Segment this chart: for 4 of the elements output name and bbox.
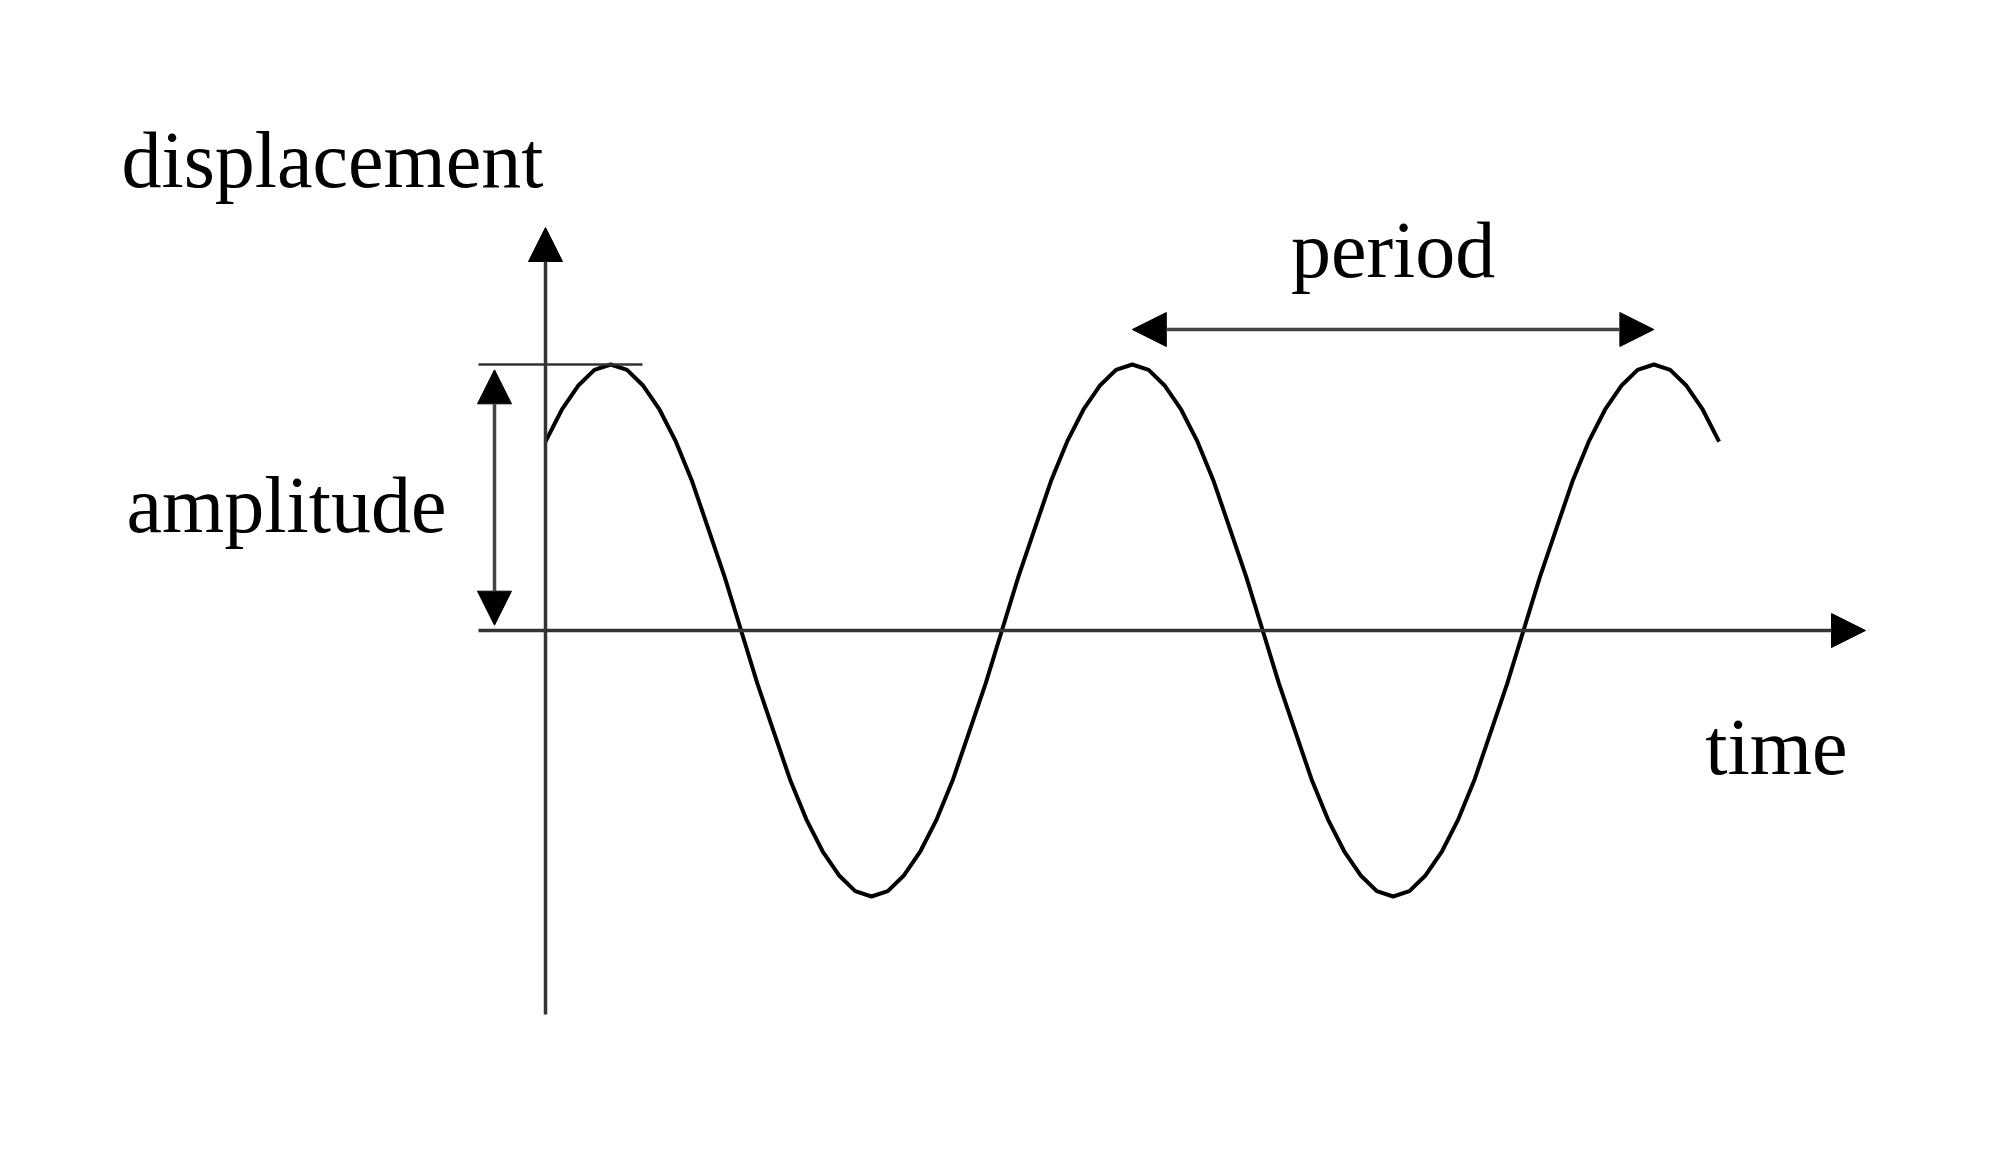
text: amplitude <box>126 460 447 549</box>
y-axis-title: displacement <box>121 115 544 204</box>
text: period <box>1290 205 1496 294</box>
x-axis-title: time <box>1705 702 1848 791</box>
